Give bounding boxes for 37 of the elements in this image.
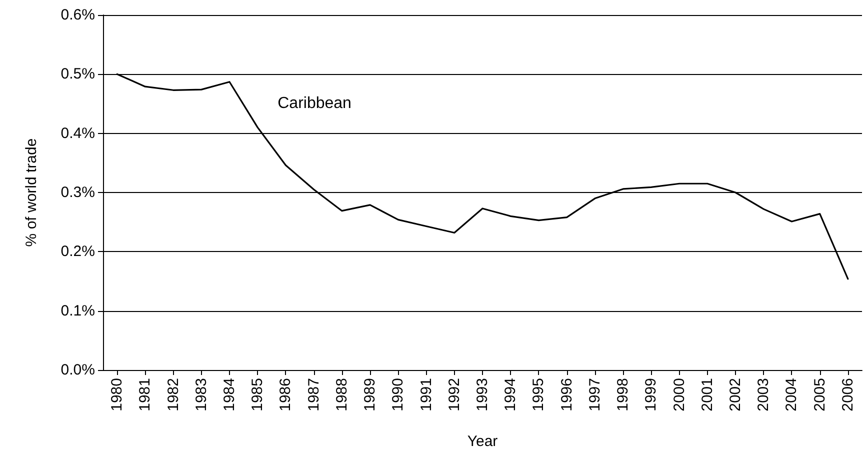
x-tick-label: 1984 — [221, 378, 238, 412]
x-tick-label: 1985 — [249, 378, 266, 412]
x-tick-label: 2004 — [783, 378, 800, 412]
series-label: Caribbean — [278, 94, 352, 112]
x-axis-title: Year — [467, 433, 498, 450]
x-tick-label: 2001 — [698, 378, 716, 412]
x-tick-label: 1994 — [502, 378, 520, 412]
y-tick-label: 0.3% — [60, 184, 95, 201]
x-tick-label: 1981 — [136, 378, 154, 412]
y-tick-label: 0.2% — [60, 243, 95, 260]
x-tick-label: 1992 — [446, 378, 463, 412]
x-tick-label: 1989 — [362, 378, 379, 412]
x-tick-label: 1988 — [333, 378, 350, 412]
x-tick-label: 1990 — [390, 378, 407, 412]
x-tick-label: 1991 — [418, 378, 435, 412]
y-tick-label: 0.1% — [60, 302, 95, 320]
x-tick-label: 1996 — [558, 378, 576, 412]
x-tick-label: 1982 — [164, 378, 182, 412]
x-tick-label: 2005 — [811, 378, 828, 412]
x-tick-label: 2000 — [670, 378, 688, 412]
y-tick-label: 0.6% — [60, 6, 95, 24]
x-tick-label: 2003 — [755, 378, 772, 412]
y-tick-label: 0.0% — [60, 362, 95, 378]
x-tick-label: 1980 — [108, 378, 126, 412]
x-tick-label: 1993 — [474, 378, 491, 412]
x-tick-label: 1998 — [614, 378, 632, 412]
x-tick-label: 2002 — [727, 378, 744, 412]
y-tick-label: 0.5% — [60, 66, 95, 83]
x-tick-label: 1983 — [192, 378, 210, 412]
x-tick-label: 2006 — [839, 378, 856, 412]
x-tick-label: 1997 — [586, 378, 604, 412]
x-tick-label: 1986 — [277, 378, 294, 412]
y-tick-label: 0.4% — [60, 124, 95, 142]
x-tick-label: 1995 — [530, 378, 548, 412]
x-tick-label: 1999 — [642, 378, 660, 412]
y-axis-title: % of world trade — [23, 138, 40, 247]
x-tick-label: 1987 — [305, 378, 322, 412]
